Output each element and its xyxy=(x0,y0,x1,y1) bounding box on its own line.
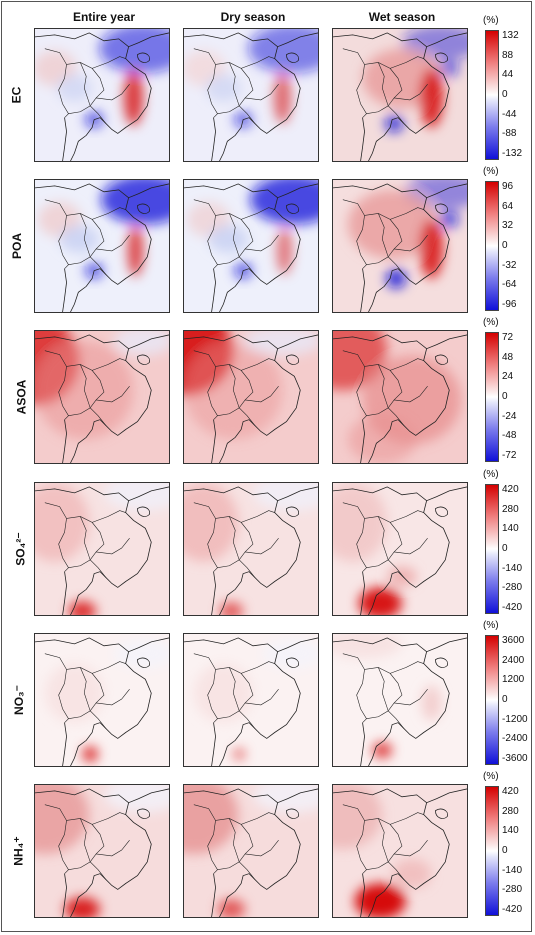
row-label-1: POA xyxy=(4,179,28,313)
colorbar-tick-label: 280 xyxy=(502,503,519,515)
colorbar-tick-label: 0 xyxy=(502,694,508,705)
colorbar-tick-label: 48 xyxy=(502,351,514,363)
colorbar-tick-label: 96 xyxy=(502,181,514,192)
map-panel-5-1 xyxy=(183,784,319,918)
colorbar-tick-label: 132 xyxy=(502,30,519,41)
map-panel-2-1 xyxy=(183,330,319,464)
colorbar-tick-label: 24 xyxy=(502,371,514,383)
colorbar-tick-label: -420 xyxy=(502,602,523,613)
colorbar-tick-label: 0 xyxy=(502,391,508,402)
colorbar-tick-label: 0 xyxy=(502,845,508,856)
colorbar-tick-label: -140 xyxy=(502,864,523,876)
colorbar-0 xyxy=(485,30,499,160)
colorbar-tick-label: 88 xyxy=(502,49,514,61)
colorbar-unit: (%) xyxy=(483,15,499,26)
colorbar-tick-label: -44 xyxy=(502,108,517,120)
colorbar-unit: (%) xyxy=(483,620,499,631)
row-label-2: ASOA xyxy=(4,330,28,464)
colorbar-tick-label: -420 xyxy=(502,904,523,915)
colorbar-tick-label: 44 xyxy=(502,69,514,81)
column-header-entire-year: Entire year xyxy=(72,10,136,24)
colorbar-tick-label: -280 xyxy=(502,884,523,896)
colorbar-2 xyxy=(485,332,499,462)
map-panel-3-1 xyxy=(183,482,319,616)
colorbar-tick-label: -72 xyxy=(502,450,517,461)
colorbar-tick-label: -32 xyxy=(502,259,517,271)
map-panel-4-1 xyxy=(183,633,319,767)
colorbar-tick-label: -96 xyxy=(502,299,517,310)
row-label-5: NH₄⁺ xyxy=(4,784,28,918)
colorbar-tick-label: 64 xyxy=(502,200,514,212)
map-panel-5-0 xyxy=(34,784,170,918)
colorbar-tick-label: -24 xyxy=(502,410,517,422)
colorbar-tick-label: 72 xyxy=(502,332,514,343)
map-panel-3-2 xyxy=(332,482,468,616)
colorbar-tick-label: 280 xyxy=(502,805,519,817)
colorbar-unit: (%) xyxy=(483,317,499,328)
colorbar-tick-label: -88 xyxy=(502,128,517,140)
row-label-0: EC xyxy=(4,28,28,162)
colorbar-tick-label: 3600 xyxy=(502,635,525,646)
colorbar-tick-label: 420 xyxy=(502,484,519,495)
map-panel-4-0 xyxy=(34,633,170,767)
colorbar-unit: (%) xyxy=(483,166,499,177)
row-label-3: SO₄²⁻ xyxy=(4,482,28,616)
colorbar-tick-label: -64 xyxy=(502,279,517,291)
map-panel-2-0 xyxy=(34,330,170,464)
colorbar-3 xyxy=(485,484,499,614)
colorbar-tick-label: 2400 xyxy=(502,654,525,666)
map-panel-4-2 xyxy=(332,633,468,767)
map-panel-0-0 xyxy=(34,28,170,162)
colorbar-tick-label: -132 xyxy=(502,148,523,159)
colorbar-tick-label: 0 xyxy=(502,240,508,251)
map-panel-2-2 xyxy=(332,330,468,464)
colorbar-unit: (%) xyxy=(483,771,499,782)
map-panel-1-0 xyxy=(34,179,170,313)
colorbar-tick-label: -3600 xyxy=(502,753,528,764)
colorbar-tick-label: -280 xyxy=(502,582,523,594)
map-panel-1-1 xyxy=(183,179,319,313)
colorbar-tick-label: 420 xyxy=(502,786,519,797)
colorbar-tick-label: 32 xyxy=(502,220,514,232)
colorbar-tick-label: -1200 xyxy=(502,713,528,725)
colorbar-unit: (%) xyxy=(483,469,499,480)
colorbar-4 xyxy=(485,635,499,765)
colorbar-1 xyxy=(485,181,499,311)
map-panel-0-1 xyxy=(183,28,319,162)
map-panel-5-2 xyxy=(332,784,468,918)
row-label-4: NO₃⁻ xyxy=(4,633,28,767)
colorbar-tick-label: -140 xyxy=(502,562,523,574)
column-header-dry-season: Dry season xyxy=(220,10,286,24)
colorbar-tick-label: 0 xyxy=(502,543,508,554)
map-panel-3-0 xyxy=(34,482,170,616)
map-panel-1-2 xyxy=(332,179,468,313)
map-panel-0-2 xyxy=(332,28,468,162)
colorbar-tick-label: 0 xyxy=(502,89,508,100)
colorbar-tick-label: 140 xyxy=(502,825,519,837)
colorbar-tick-label: 1200 xyxy=(502,674,525,686)
colorbar-tick-label: 140 xyxy=(502,523,519,535)
colorbar-tick-label: -48 xyxy=(502,430,517,442)
column-header-wet-season: Wet season xyxy=(368,10,436,24)
colorbar-tick-label: -2400 xyxy=(502,733,528,745)
colorbar-5 xyxy=(485,786,499,916)
